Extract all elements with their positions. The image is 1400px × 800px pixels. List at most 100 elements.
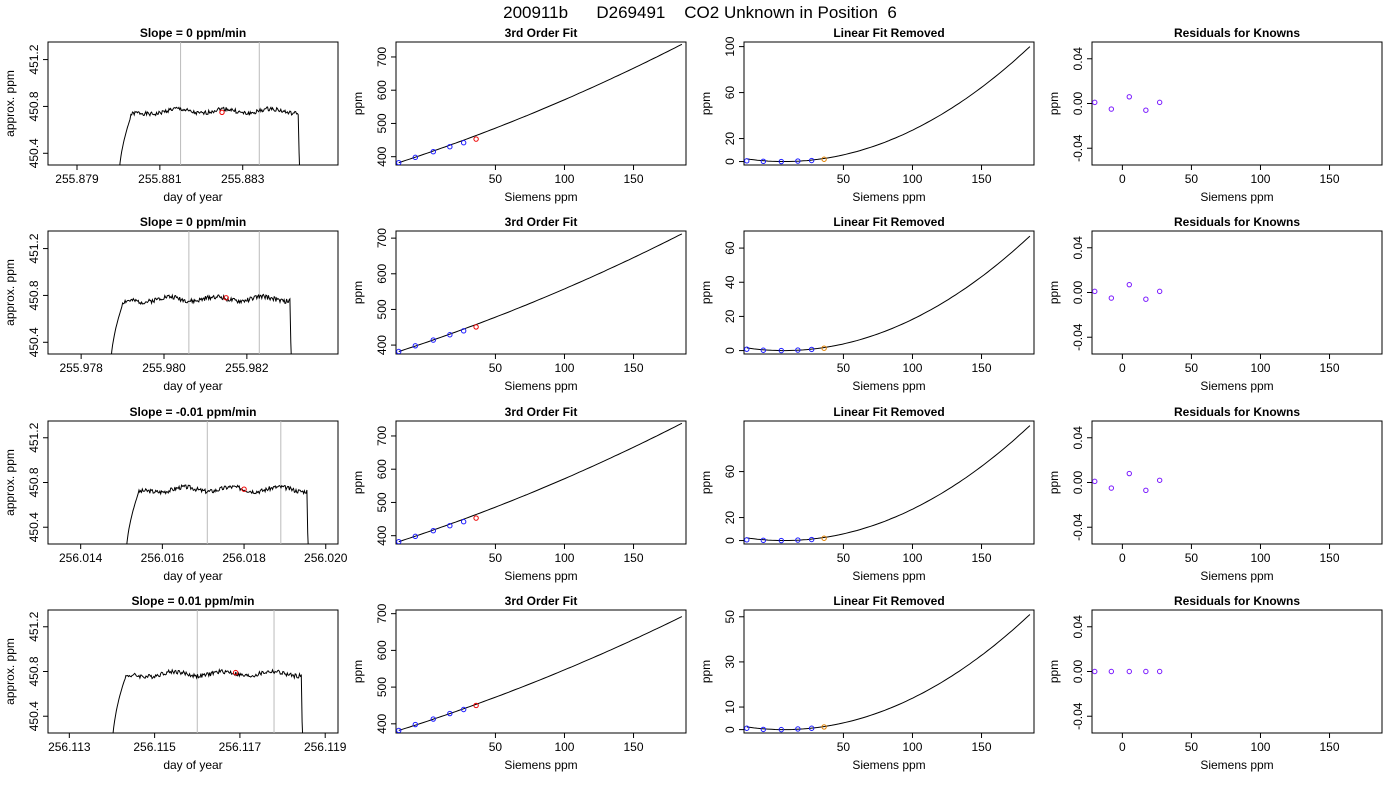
plot-frame [743,609,1035,734]
y-tick-label: 40 [723,275,737,289]
panel-title: 3rd Order Fit [505,594,578,608]
unknown-point [821,724,827,730]
x-tick-label: 100 [902,361,922,375]
x-tick-label: 0 [1119,172,1126,186]
y-tick-label: 600 [375,80,389,100]
standard-point [460,519,467,525]
panel-2-2: 3rd Order Fit 50 100 150 Siemens ppm 400 500 60… [351,215,687,393]
y-tick-label: 10 [723,700,737,714]
residual-point [1092,288,1098,295]
plot-area [744,425,1031,544]
y-tick-label: 0 [723,347,737,354]
x-axis-label: Siemens ppm [504,379,577,393]
panel-3-2: 3rd Order Fit 50 100 150 Siemens ppm 400 500 60… [351,405,687,583]
standard-point [396,727,402,733]
residual-point [1143,107,1149,113]
plot-area [1092,470,1163,494]
x-tick-label: 100 [902,551,922,565]
y-tick-label: 50 [723,610,737,624]
plot-frame [47,420,339,545]
y-tick-label: 450.4 [27,327,41,357]
y-tick-label: 451.2 [27,422,41,452]
residual-point [1143,296,1149,302]
plot-frame [395,230,687,355]
panel-4-1: Slope = 0.01 ppm/min 256.113 256.115 256.11… [3,594,347,772]
standard-point [808,157,815,164]
standard-point [744,158,750,164]
plot-area [119,42,301,165]
standard-point [460,140,467,146]
standard-point [778,726,784,733]
standard-point [460,706,467,713]
nonlinear-curve [746,614,1031,731]
y-tick-label: 20 [723,511,737,525]
x-tick-label: 256.016 [141,551,185,565]
current-point [223,295,229,301]
y-tick-label: 0.04 [1071,236,1085,260]
x-tick-label: 256.014 [59,551,103,565]
x-tick-label: 100 [1250,172,1270,186]
x-tick-label: 100 [902,740,922,754]
y-tick-label: 450.8 [27,656,41,686]
panel-title: Residuals for Knowns [1174,26,1300,40]
x-axis-label: day of year [163,758,222,772]
panel-1-3: Linear Fit Removed 50 100 150 Siemens ppm 0 20… [699,26,1035,204]
plot-area [1092,94,1163,113]
y-tick-label: 600 [375,459,389,479]
x-tick-label: 0 [1119,361,1126,375]
standard-point [430,716,436,722]
data-trace [126,484,309,544]
x-tick-label: 255.883 [221,172,265,186]
standard-point [795,347,801,353]
standard-point [795,726,801,732]
unknown-point [821,345,827,351]
plot-area [396,422,683,544]
fit-curve [398,233,683,352]
y-axis-label: ppm [351,281,365,304]
x-axis-label: day of year [163,569,222,583]
residual-point [1108,295,1115,301]
panel-title: Linear Fit Removed [833,405,944,419]
panel-title: 3rd Order Fit [505,26,578,40]
plot-frame [1091,420,1383,545]
plot-frame [1091,609,1383,734]
residual-point [1092,478,1098,485]
y-tick-label: 20 [723,309,737,323]
x-tick-label: 256.020 [304,551,348,565]
x-tick-label: 100 [554,361,574,375]
x-axis-label: day of year [163,190,222,204]
standard-point [460,328,467,334]
panel-title: Residuals for Knowns [1174,215,1300,229]
standard-point [760,537,767,544]
residual-point [1156,99,1163,106]
y-axis-label: approx. ppm [3,638,17,705]
unknown-point [821,156,827,162]
panel-title: Slope = 0 ppm/min [140,215,246,229]
plot-frame [1091,41,1383,166]
y-tick-label: 60 [723,241,737,255]
panel-3-4: Residuals for Knowns 0 50 100 150 Siemens ppm… [1047,405,1383,583]
standard-point [808,725,815,731]
x-tick-label: 100 [554,551,574,565]
y-tick-label: 450.8 [27,91,41,121]
panel-1-4: Residuals for Knowns 0 50 100 150 Siemens ppm… [1047,26,1383,204]
x-axis-label: Siemens ppm [852,758,925,772]
residual-point [1108,485,1115,491]
x-axis-label: Siemens ppm [1200,569,1273,583]
unknown-point [473,324,479,330]
residual-point [1126,94,1132,100]
panel-2-1: Slope = 0 ppm/min 255.978 255.980 255.982da… [3,215,339,393]
nonlinear-curve [746,46,1031,162]
y-axis-label: ppm [699,281,713,304]
standard-point [778,537,784,544]
figure-title: 200911b D269491 CO2 Unknown in Position … [503,3,897,22]
x-tick-label: 256.018 [222,551,266,565]
x-tick-label: 50 [1185,551,1199,565]
plot-frame [743,41,1035,166]
x-tick-label: 50 [1185,740,1199,754]
y-tick-label: -0.04 [1071,323,1085,351]
plot-frame [47,230,339,355]
current-point [219,109,225,115]
panel-title: Residuals for Knowns [1174,405,1300,419]
y-tick-label: 500 [375,492,389,512]
